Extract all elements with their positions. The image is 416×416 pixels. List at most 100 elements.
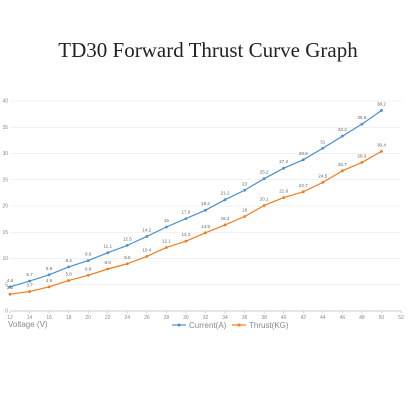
data-point (360, 161, 364, 164)
data-point (86, 273, 90, 277)
data-label: 19.2 (201, 201, 210, 206)
data-label: 16 (164, 218, 170, 223)
data-label: 4.6 (7, 278, 14, 283)
x-tick-label: 44 (320, 315, 326, 321)
data-point (301, 158, 305, 162)
data-point (243, 215, 247, 218)
data-point (360, 122, 364, 126)
x-tick-label: 22 (105, 315, 111, 321)
data-point (223, 198, 227, 202)
data-label: 17.6 (181, 210, 190, 215)
data-label: 21.2 (221, 191, 230, 196)
data-point (8, 285, 12, 289)
x-tick-label: 52 (398, 315, 404, 321)
legend: Current(A) Thrust(KG) (172, 321, 289, 330)
x-tick-label: 28 (164, 315, 170, 321)
data-label: 6.9 (46, 266, 53, 271)
data-point (204, 208, 207, 212)
data-point (86, 259, 90, 262)
data-point (47, 285, 51, 289)
y-tick-label: 0 (5, 309, 8, 315)
data-label: 31 (320, 139, 326, 144)
x-tick-label: 32 (203, 315, 209, 321)
legend-swatch-marker (177, 323, 181, 327)
data-point (47, 273, 51, 277)
data-point (165, 246, 168, 249)
data-point (282, 166, 286, 170)
x-tick-label: 50 (379, 315, 385, 321)
y-tick-label: 35 (2, 125, 8, 131)
data-point (125, 243, 129, 247)
series-line-thrust (9, 150, 382, 295)
data-point (125, 262, 129, 266)
data-point (243, 188, 247, 192)
x-tick-label: 38 (261, 315, 267, 321)
data-point (8, 292, 12, 296)
data-label: 14.9 (201, 224, 210, 229)
data-point (282, 196, 286, 200)
data-label: 22.7 (299, 183, 308, 188)
x-tick-label: 18 (66, 315, 72, 321)
data-point (106, 267, 110, 271)
x-tick-label: 48 (359, 315, 365, 321)
data-label: 8.0 (105, 260, 112, 265)
data-point (184, 217, 188, 221)
x-tick-label: 20 (85, 315, 91, 321)
data-label: 13.3 (181, 232, 190, 237)
data-label: 38.2 (377, 101, 386, 106)
data-point (67, 265, 71, 269)
legend-swatch-marker (237, 323, 241, 327)
y-tick-label: 15 (2, 230, 8, 236)
x-tick-label: 46 (340, 315, 346, 321)
data-point (67, 279, 71, 282)
data-label: 20.1 (260, 196, 269, 201)
x-tick-label: 26 (144, 315, 150, 321)
data-point (223, 223, 227, 227)
data-point (184, 239, 188, 243)
data-label: 28.3 (357, 153, 366, 158)
y-tick-label: 10 (2, 256, 8, 262)
data-label: 12.5 (123, 236, 132, 241)
data-label: 21.6 (279, 189, 288, 194)
x-tick-label: 12 (7, 315, 13, 321)
data-label: 9.6 (85, 252, 92, 257)
data-label: 23 (242, 181, 248, 186)
y-tick-label: 40 (2, 99, 8, 105)
data-label: 16.4 (221, 216, 230, 221)
y-tick-label: 5 (5, 282, 8, 288)
data-point (321, 146, 325, 150)
data-point (28, 279, 31, 283)
data-label: 10.4 (142, 247, 151, 252)
data-label: 14.2 (142, 227, 151, 232)
x-tick-label: 34 (222, 315, 228, 321)
data-point (145, 255, 149, 258)
x-tick-label: 36 (242, 315, 248, 321)
x-axis-title: Voltage (V) (8, 320, 48, 329)
data-point (204, 231, 207, 235)
data-label: 3.2 (7, 285, 14, 290)
x-tick-label: 40 (281, 315, 287, 321)
x-tick-label: 30 (183, 315, 189, 321)
data-label: 11.1 (103, 244, 112, 249)
data-point (165, 225, 168, 229)
data-label: 27.2 (279, 159, 288, 164)
x-tick-label: 42 (300, 315, 306, 321)
y-tick-label: 30 (2, 151, 8, 157)
data-label: 9.0 (124, 255, 131, 260)
x-tick-label: 14 (27, 315, 33, 321)
data-point (340, 169, 344, 173)
data-label: 25.2 (260, 170, 269, 175)
data-label: 6.8 (85, 266, 92, 271)
data-label: 5.8 (65, 272, 72, 277)
x-tick-label: 24 (125, 315, 131, 321)
x-tick-label: 16 (46, 315, 52, 321)
data-label: 33.3 (338, 127, 347, 132)
data-label: 8.4 (65, 258, 72, 263)
legend-label: Thrust(KG) (249, 321, 289, 330)
y-tick-label: 25 (2, 177, 8, 183)
data-point (301, 190, 305, 194)
data-label: 26.7 (338, 162, 347, 167)
data-label: 12.1 (162, 238, 171, 243)
data-label: 28.8 (299, 151, 308, 156)
